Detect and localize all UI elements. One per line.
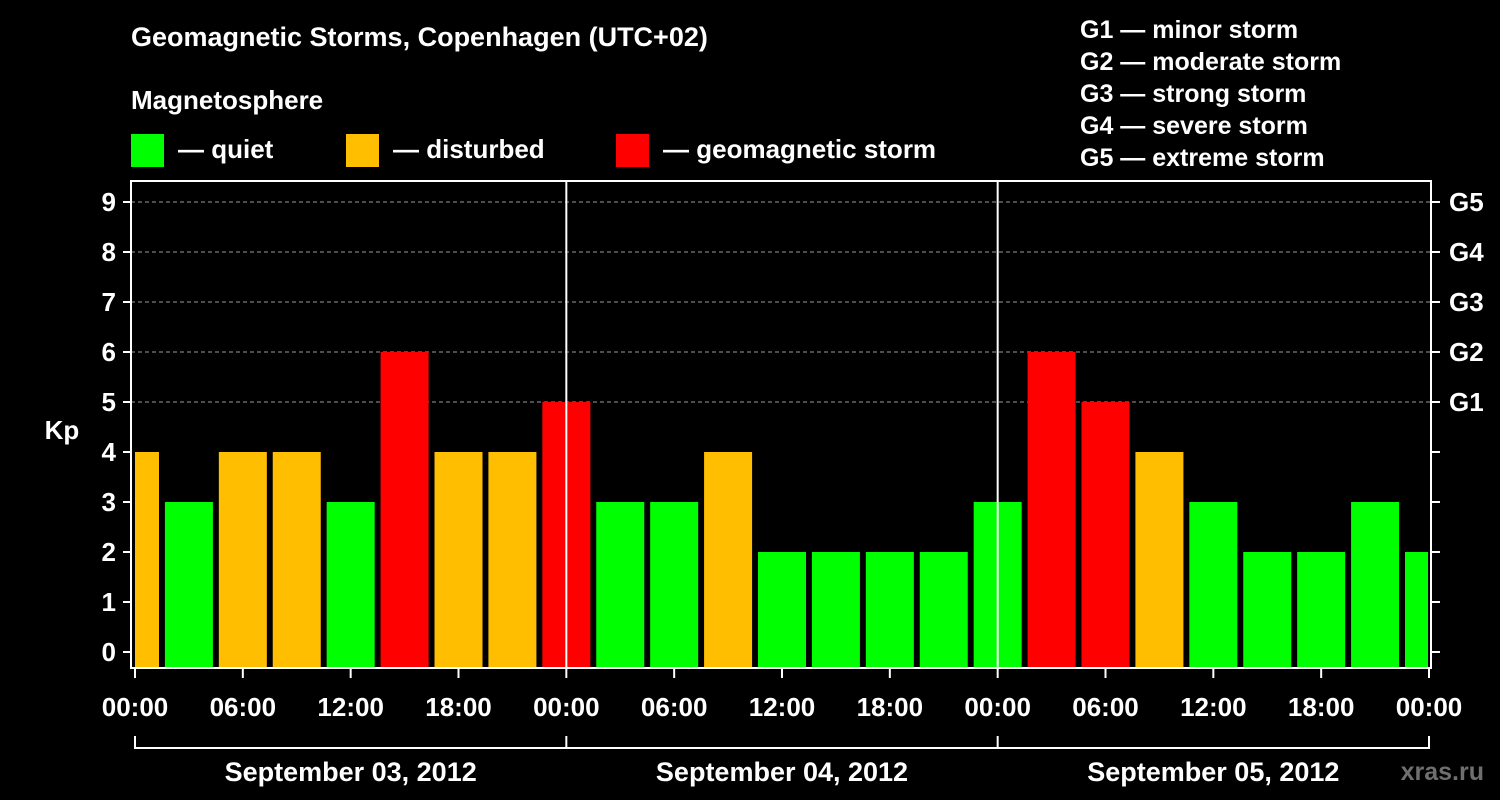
x-tick-label: 00:00 <box>964 692 1031 722</box>
storm-level-label: G4 <box>1449 237 1484 267</box>
x-tick-label: 06:00 <box>641 692 708 722</box>
kp-bar <box>1081 402 1130 668</box>
kp-bar <box>488 452 537 668</box>
kp-bar <box>1027 352 1076 668</box>
x-tick-label: 18:00 <box>1288 692 1355 722</box>
kp-bar <box>434 452 483 668</box>
kp-bar <box>135 452 159 668</box>
kp-bar <box>1135 452 1184 668</box>
storm-level-label: G5 <box>1449 187 1484 217</box>
x-tick-label: 12:00 <box>317 692 384 722</box>
legend-label-storm: — geomagnetic storm <box>663 134 937 164</box>
quiet-swatch-icon <box>131 134 164 167</box>
kp-bar <box>1189 502 1238 668</box>
kp-bar <box>1405 552 1428 668</box>
day-label: September 05, 2012 <box>1087 757 1339 787</box>
kp-bar <box>272 452 321 668</box>
y-tick-label: 8 <box>102 237 116 267</box>
kp-bar <box>919 552 968 668</box>
kp-bar <box>704 452 753 668</box>
chart-title: Geomagnetic Storms, Copenhagen (UTC+02) <box>131 22 708 52</box>
watermark-text: xras.ru <box>1401 758 1484 786</box>
legend-label-disturbed: — disturbed <box>393 134 545 164</box>
kp-bar <box>1297 552 1346 668</box>
kp-bar <box>596 502 645 668</box>
day-label: September 03, 2012 <box>225 757 477 787</box>
kp-bar <box>758 552 806 668</box>
x-tick-label: 06:00 <box>1072 692 1139 722</box>
y-tick-label: 6 <box>102 337 116 367</box>
x-tick-label: 00:00 <box>1396 692 1463 722</box>
storm-scale-g1: G1 — minor storm <box>1080 16 1299 44</box>
magnetosphere-heading: Magnetosphere <box>131 85 324 115</box>
y-tick-label: 3 <box>102 487 116 517</box>
kp-bar <box>164 502 213 668</box>
storm-swatch-icon <box>616 134 649 167</box>
y-axis-label: Kp <box>45 415 80 445</box>
y-tick-label: 5 <box>102 387 116 417</box>
kp-bar <box>865 552 914 668</box>
y-tick-label: 0 <box>102 637 116 667</box>
storm-scale-g5: G5 — extreme storm <box>1080 144 1325 172</box>
storm-scale-g4: G4 — severe storm <box>1080 112 1308 140</box>
x-tick-label: 06:00 <box>210 692 277 722</box>
kp-bar <box>218 452 267 668</box>
x-tick-label: 00:00 <box>533 692 600 722</box>
y-tick-label: 9 <box>102 187 116 217</box>
kp-bar <box>1351 502 1400 668</box>
storm-scale-list: G1 — minor storm G2 — moderate storm G3 … <box>1080 14 1341 174</box>
y-tick-label: 2 <box>102 537 116 567</box>
legend-label-quiet: — quiet <box>178 134 274 164</box>
y-tick-label: 1 <box>102 587 116 617</box>
kp-bar <box>811 552 860 668</box>
x-tick-label: 12:00 <box>749 692 816 722</box>
x-tick-label: 18:00 <box>857 692 924 722</box>
kp-bar <box>326 502 375 668</box>
x-tick-label: 00:00 <box>102 692 169 722</box>
x-tick-label: 12:00 <box>1180 692 1247 722</box>
disturbed-swatch-icon <box>346 134 379 167</box>
kp-bar <box>1243 552 1292 668</box>
storm-scale-g2: G2 — moderate storm <box>1080 48 1342 76</box>
day-label: September 04, 2012 <box>656 757 908 787</box>
storm-level-label: G2 <box>1449 337 1484 367</box>
y-tick-label: 4 <box>102 437 117 467</box>
y-tick-label: 7 <box>102 287 116 317</box>
storm-level-label: G1 <box>1449 387 1484 417</box>
kp-bar <box>380 352 429 668</box>
x-tick-label: 18:00 <box>425 692 492 722</box>
storm-scale-g3: G3 — strong storm <box>1080 80 1307 108</box>
storm-level-label: G3 <box>1449 287 1484 317</box>
kp-bar <box>650 502 699 668</box>
